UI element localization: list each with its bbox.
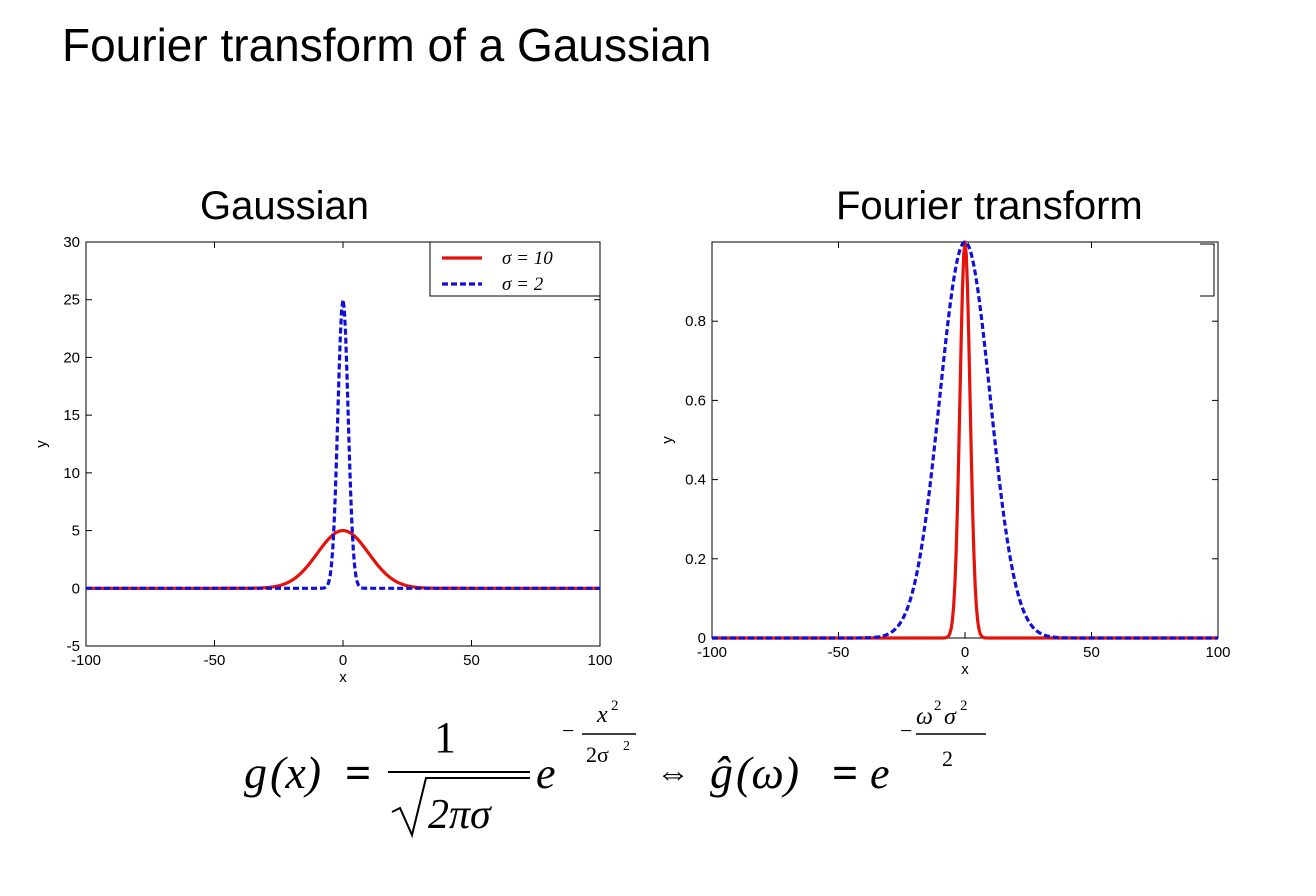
y-axis-label: y [659, 436, 676, 444]
formula-exp-sign: − [562, 718, 574, 743]
y-tick-label: 15 [63, 407, 80, 424]
x-tick-label: 100 [1205, 644, 1230, 661]
legend-label: σ = 2 [502, 274, 544, 295]
fourier-chart-title: Fourier transform [836, 184, 1143, 228]
formula-rhs-var: (ω) [736, 747, 799, 798]
formula-sqrt-sign [391, 777, 530, 839]
y-tick-label: 20 [63, 349, 80, 366]
y-tick-label: 30 [63, 234, 80, 251]
y-tick-label: 0.2 [685, 551, 706, 568]
y-tick-label: 0.8 [685, 313, 706, 330]
x-tick-label: 50 [1083, 644, 1100, 661]
slide-title: Fourier transform of a Gaussian [62, 19, 712, 71]
fourier-pair-formula: g (x) = 1 2πσ e − x 2 2σ 2 ⇔ ĝ (ω) = e −… [244, 698, 986, 839]
formula-exp-den-power: 2 [623, 739, 630, 754]
x-axis-label: x [961, 661, 969, 678]
series-line-solid [712, 240, 1218, 640]
x-tick-label: 100 [587, 652, 612, 669]
formula-rhs-exp-num-b-power: 2 [960, 698, 968, 714]
series-group [86, 298, 600, 590]
formula-rhs-exp-den: 2 [942, 746, 953, 771]
formula-rhs-exp-num-a-power: 2 [934, 698, 942, 714]
y-tick-label: 0 [698, 630, 706, 647]
y-tick-label: 0.6 [685, 392, 706, 409]
formula-rhs-exp-sign: − [900, 718, 912, 743]
y-tick-label: 5 [72, 523, 80, 540]
x-tick-label: -50 [828, 644, 850, 661]
gaussian-chart-title: Gaussian [200, 184, 369, 228]
x-tick-label: 0 [339, 652, 347, 669]
formula-rhs-exp-num-a: ω [916, 704, 933, 730]
legend-remnant [1200, 243, 1215, 297]
x-tick-label: 0 [961, 644, 969, 661]
formula-equals: = [345, 747, 371, 798]
plot-frame [711, 241, 1219, 639]
formula-sqrt-body: 2πσ [428, 792, 493, 838]
formula-rhs-base: e [870, 749, 890, 798]
formula-iff-symbol: ⇔ [656, 755, 690, 792]
x-tick-label: 50 [463, 652, 480, 669]
series-line-dashed [712, 240, 1218, 640]
formula-numerator: 1 [434, 713, 456, 762]
y-tick-label: 0 [72, 580, 80, 597]
y-tick-label: 25 [63, 292, 80, 309]
formula-exp-den: 2σ [586, 742, 609, 767]
formula-lhs-func: g [244, 747, 267, 798]
x-axis-label: x [339, 669, 347, 686]
x-tick-label: -100 [697, 644, 727, 661]
formula-rhs-func: ĝ [710, 747, 733, 798]
formula-base: e [536, 749, 556, 798]
y-axis-label: y [33, 440, 50, 448]
series-group [712, 240, 1218, 640]
x-tick-label: -100 [71, 652, 101, 669]
legend-box [429, 241, 601, 297]
x-tick-label: -50 [204, 652, 226, 669]
y-tick-label: 10 [63, 465, 80, 482]
series-line-dashed [86, 298, 600, 590]
y-tick-label: 0.4 [685, 472, 706, 489]
formula-exp-num-power: 2 [611, 698, 619, 714]
formula-exp-num: x [596, 702, 608, 728]
formula-rhs-equals: = [832, 747, 858, 798]
legend-label: σ = 10 [502, 248, 553, 269]
y-tick-label: -5 [67, 638, 80, 655]
formula-rhs-exp-num-b: σ [944, 704, 957, 730]
formula-lhs-var: (x) [270, 747, 321, 798]
